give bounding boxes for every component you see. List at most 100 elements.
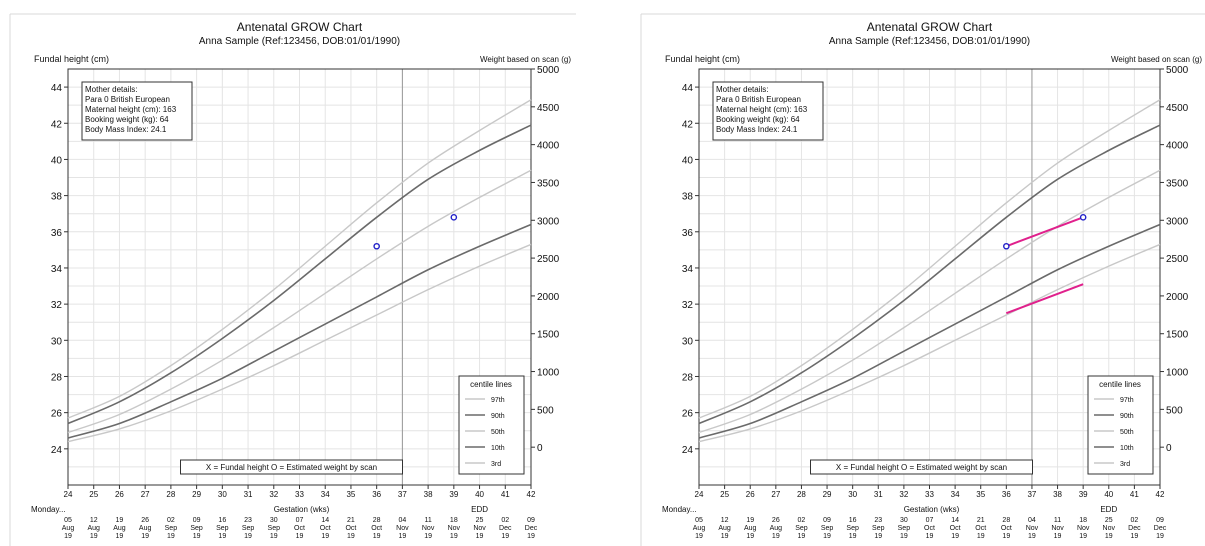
right-tick-label: 3000 <box>537 216 560 227</box>
date-label: 19 <box>270 533 278 540</box>
centile-legend-label: 97th <box>491 397 505 404</box>
date-label: Nov <box>1103 525 1116 532</box>
date-label: 19 <box>849 533 857 540</box>
date-label: 19 <box>424 533 432 540</box>
left-axis-label: Fundal height (cm) <box>34 54 109 64</box>
date-label: 25 <box>1105 517 1113 524</box>
date-label: 05 <box>64 517 72 524</box>
date-label: Oct <box>371 525 382 532</box>
x-tick-label: 32 <box>899 490 908 499</box>
right-tick-label: 500 <box>1166 405 1183 416</box>
marker-legend-box <box>180 459 403 475</box>
monday-label: Monday... <box>31 505 66 514</box>
left-tick-label: 36 <box>51 228 63 239</box>
x-axis-label: Gestation (wks) <box>274 505 330 514</box>
left-tick-label: 26 <box>682 409 694 420</box>
date-label: Sep <box>872 525 885 532</box>
mother-details-line: Body Mass Index: 24.1 <box>85 125 167 134</box>
date-label: 19 <box>874 533 882 540</box>
right-tick-label: 3500 <box>1166 178 1189 189</box>
date-label: 19 <box>823 533 831 540</box>
date-label: 07 <box>926 517 934 524</box>
date-label: Sep <box>898 525 911 532</box>
date-label: 19 <box>977 533 985 540</box>
date-label: 19 <box>1054 533 1062 540</box>
date-label: Dec <box>499 525 512 532</box>
right-tick-label: 4500 <box>537 103 560 114</box>
mother-details-line: Maternal height (cm): 163 <box>85 105 177 114</box>
date-label: 26 <box>141 517 149 524</box>
right-tick-label: 4000 <box>537 141 560 152</box>
x-tick-label: 36 <box>1002 490 1011 499</box>
date-label: Oct <box>950 525 961 532</box>
date-label: 19 <box>798 533 806 540</box>
date-label: 04 <box>1028 517 1036 524</box>
x-tick-label: 38 <box>424 490 433 499</box>
date-label: 02 <box>1130 517 1138 524</box>
date-label: 11 <box>1054 517 1061 524</box>
mother-details-line: Maternal height (cm): 163 <box>716 105 808 114</box>
mother-details-line: Para 0 British European <box>85 95 170 104</box>
right-tick-label: 5000 <box>1166 65 1189 76</box>
date-label: 19 <box>746 533 754 540</box>
date-label: Nov <box>448 525 461 532</box>
centile-line-90th <box>67 124 532 425</box>
date-label: Sep <box>165 525 178 532</box>
centile-legend-box <box>458 375 525 475</box>
date-label: 19 <box>1156 533 1164 540</box>
x-tick-label: 27 <box>141 490 150 499</box>
chart-subtitle: Anna Sample (Ref:123456, DOB:01/01/1990) <box>199 36 400 47</box>
right-tick-label: 0 <box>1166 443 1172 454</box>
centile-line-10th <box>698 223 1161 439</box>
right-tick-label: 2500 <box>1166 254 1189 265</box>
date-label: Sep <box>846 525 859 532</box>
date-label: Dec <box>525 525 538 532</box>
x-tick-label: 28 <box>166 490 175 499</box>
x-tick-label: 34 <box>321 490 330 499</box>
left-tick-label: 40 <box>682 155 694 166</box>
right-tick-label: 1000 <box>1166 368 1189 379</box>
x-tick-label: 29 <box>823 490 832 499</box>
date-label: 09 <box>193 517 201 524</box>
date-label: 19 <box>218 533 226 540</box>
mother-details-box <box>81 81 193 141</box>
chart-title: Antenatal GROW Chart <box>867 20 993 34</box>
date-label: Aug <box>62 525 75 532</box>
x-tick-label: 37 <box>1027 490 1036 499</box>
date-label: Oct <box>1001 525 1012 532</box>
mother-details-box <box>712 81 824 141</box>
date-label: 02 <box>798 517 806 524</box>
date-label: Aug <box>693 525 706 532</box>
date-label: 14 <box>951 517 959 524</box>
date-label: Nov <box>473 525 486 532</box>
centile-legend-heading: centile lines <box>470 380 512 389</box>
edd-label: EDD <box>471 505 488 514</box>
date-label: 11 <box>424 517 431 524</box>
date-label: 21 <box>977 517 985 524</box>
centile-legend-label: 3rd <box>491 461 501 468</box>
x-tick-label: 26 <box>115 490 124 499</box>
date-label: Nov <box>1077 525 1090 532</box>
right-tick-label: 3500 <box>537 178 560 189</box>
left-tick-label: 32 <box>682 300 694 311</box>
left-tick-label: 44 <box>51 83 63 94</box>
date-label: Oct <box>294 525 305 532</box>
date-label: 19 <box>501 533 509 540</box>
date-label: Oct <box>345 525 356 532</box>
date-label: 09 <box>823 517 831 524</box>
right-tick-label: 5000 <box>537 65 560 76</box>
centile-legend-label: 97th <box>1120 397 1134 404</box>
marker-legend-box <box>810 459 1033 475</box>
date-label: 09 <box>1156 517 1164 524</box>
x-tick-label: 26 <box>746 490 755 499</box>
centile-line-90th <box>698 124 1161 425</box>
date-label: 25 <box>476 517 484 524</box>
date-label: 30 <box>900 517 908 524</box>
x-tick-label: 41 <box>501 490 510 499</box>
date-label: 19 <box>746 517 754 524</box>
date-label: 21 <box>347 517 355 524</box>
x-tick-label: 35 <box>346 490 355 499</box>
right-tick-label: 2000 <box>537 292 560 303</box>
date-label: 19 <box>296 533 304 540</box>
date-label: Aug <box>744 525 757 532</box>
